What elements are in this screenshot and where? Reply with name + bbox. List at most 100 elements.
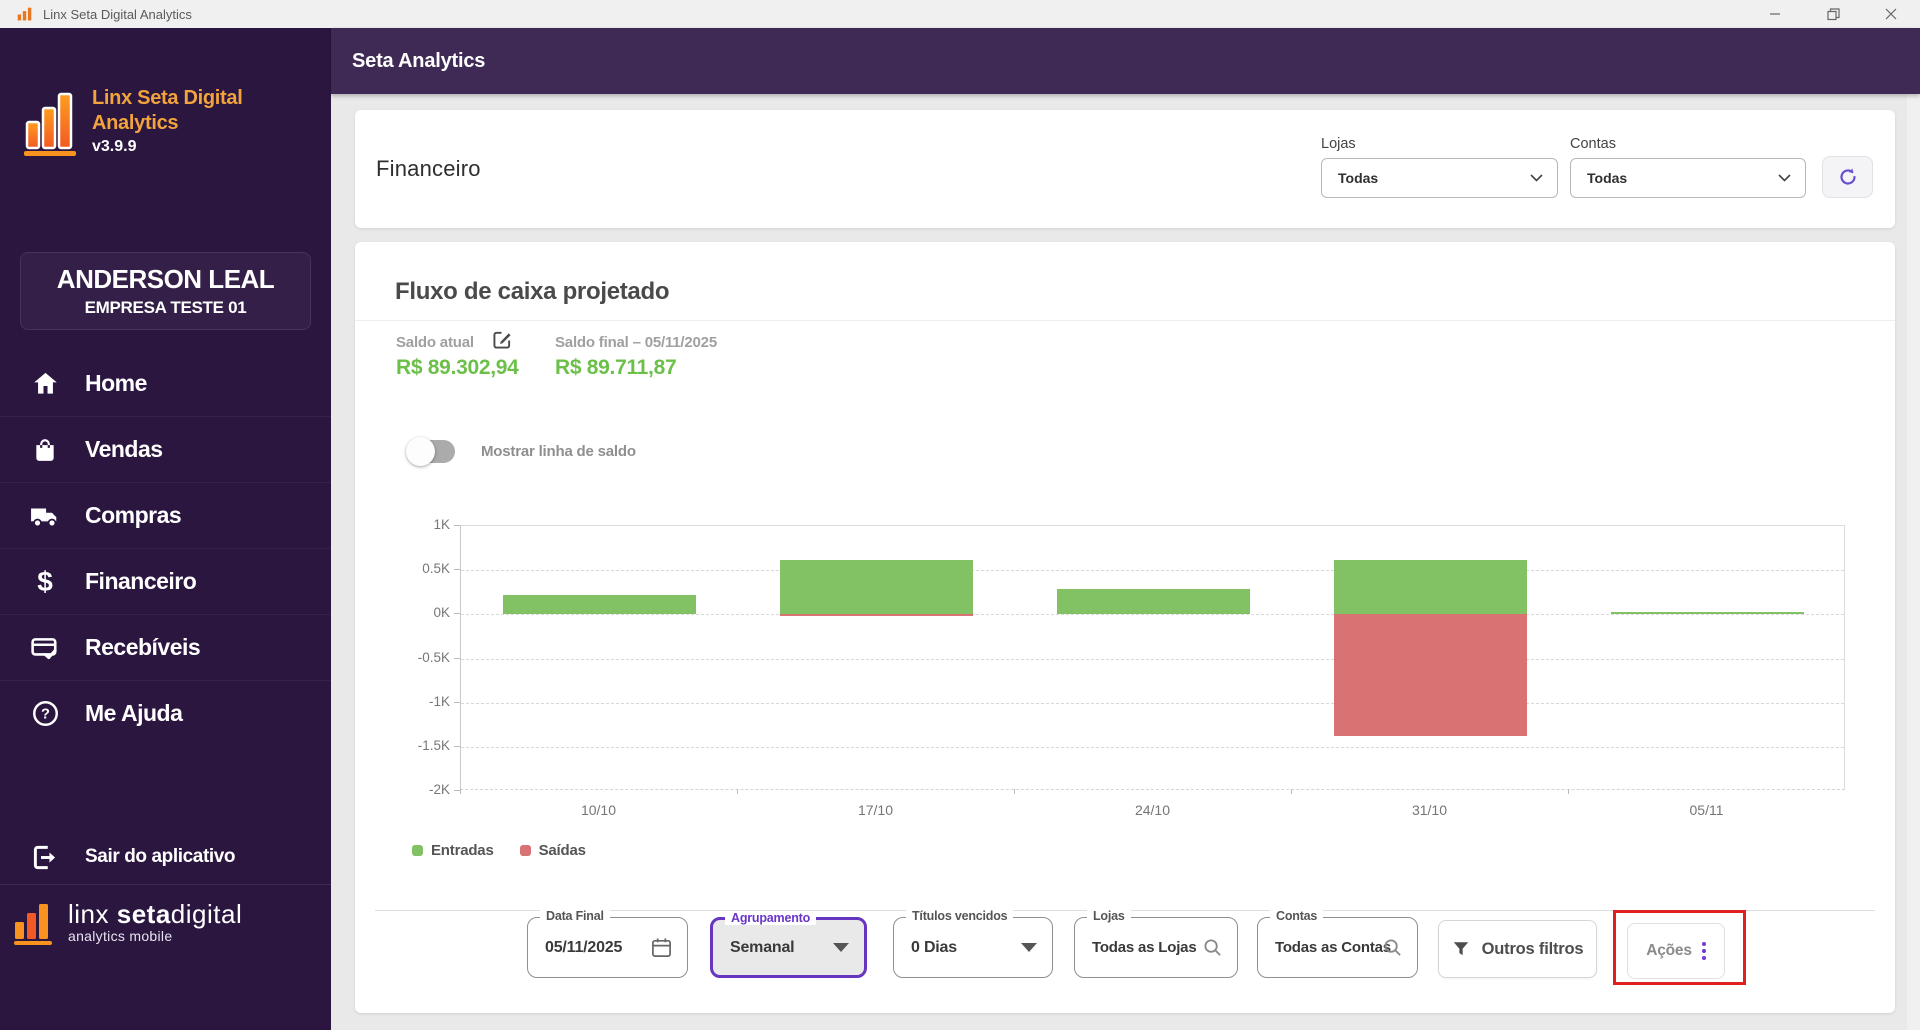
contas-filter-label: Contas <box>1270 909 1324 923</box>
x-tick-mark <box>1568 789 1569 794</box>
gridline <box>461 614 1844 616</box>
bar-entradas-17-10[interactable] <box>780 559 973 615</box>
user-company: EMPRESA TESTE 01 <box>84 298 247 317</box>
shopping-bag-icon <box>30 437 60 463</box>
user-box: ANDERSON LEAL EMPRESA TESTE 01 <box>20 252 311 330</box>
brand-version: v3.9.9 <box>92 138 137 155</box>
gridline <box>461 702 1844 704</box>
sidebar-item-financeiro[interactable]: $ Financeiro <box>0 548 331 614</box>
sidebar-item-label: Me Ajuda <box>85 700 183 726</box>
sidebar-item-label: Compras <box>85 502 182 528</box>
brand-bars-icon <box>24 92 76 156</box>
contas-filter-field[interactable]: Contas Todas as Contas <box>1257 909 1418 978</box>
dollar-icon: $ <box>37 565 53 597</box>
bar-entradas-10-10[interactable] <box>503 594 696 615</box>
x-tick-label: 10/10 <box>580 802 617 818</box>
footer-brand-text: linx setadigital <box>68 899 243 929</box>
titulos-vencidos-value: 0 Dias <box>911 938 957 956</box>
saldo-atual-value: R$ 89.302,94 <box>396 356 519 379</box>
y-tick-mark <box>454 657 460 659</box>
dropdown-arrow-icon <box>833 943 849 952</box>
legend-saidas-label: Saídas <box>538 842 586 859</box>
search-icon <box>1203 938 1222 957</box>
lojas-filter-field[interactable]: Lojas Todas as Lojas <box>1074 909 1238 978</box>
sidebar-item-me-ajuda[interactable]: ? Me Ajuda <box>0 680 331 746</box>
sidebar: Linx Seta Digital Analytics v3.9.9 ANDER… <box>0 28 331 1030</box>
contas-select[interactable]: Todas <box>1570 158 1806 198</box>
chevron-down-icon <box>1530 174 1543 182</box>
sidebar-item-home[interactable]: Home <box>0 350 331 416</box>
search-icon <box>1383 938 1402 957</box>
data-final-label: Data Final <box>540 909 610 923</box>
sidebar-item-label: Vendas <box>85 436 163 462</box>
saldo-line-toggle[interactable] <box>406 437 455 466</box>
y-tick-mark <box>454 613 460 615</box>
saldo-atual-label: Saldo atual <box>396 334 474 351</box>
bar-entradas-24-10[interactable] <box>1057 588 1250 615</box>
lojas-label: Lojas <box>1321 136 1356 152</box>
sidebar-item-recebiveis[interactable]: Recebíveis <box>0 614 331 680</box>
contas-filter-value: Todas as Contas <box>1275 939 1391 956</box>
chevron-down-icon <box>1778 174 1791 182</box>
gridline <box>461 746 1844 748</box>
footer-brand-subtitle: analytics mobile <box>68 928 173 944</box>
scrollbar-track[interactable] <box>1907 94 1920 1030</box>
minimize-button[interactable] <box>1746 0 1804 28</box>
brand-title-line2: Analytics <box>92 112 179 134</box>
refresh-button[interactable] <box>1822 156 1873 198</box>
y-tick-mark <box>454 569 460 571</box>
app-header: Seta Analytics <box>331 28 1920 94</box>
x-tick-mark <box>1291 789 1292 794</box>
data-final-field[interactable]: Data Final 05/11/2025 <box>527 909 688 978</box>
y-tick-label: 0.5K <box>422 561 450 577</box>
brand-title-line1: Linx Seta Digital <box>92 87 243 109</box>
y-tick-label: -2K <box>428 782 450 797</box>
y-tick-label: -1K <box>428 693 450 709</box>
legend-saidas: Saídas <box>519 842 586 859</box>
calendar-icon <box>651 937 672 958</box>
bar-entradas-05-11[interactable] <box>1611 611 1804 615</box>
cashflow-chart: 1K 0.5K 0K -0.5K -1K -1.5K -2K 10/10 17/10 24/10… <box>355 517 1895 855</box>
gridline <box>461 658 1844 660</box>
toggle-label: Mostrar linha de saldo <box>481 443 636 460</box>
card-check-icon <box>30 635 60 661</box>
cashflow-card: Fluxo de caixa projetado Saldo atual R$ … <box>355 242 1895 1013</box>
logout-button[interactable]: Sair do aplicativo <box>0 828 331 886</box>
legend-entradas-label: Entradas <box>431 842 494 859</box>
y-tick-label: -0.5K <box>417 649 450 665</box>
lojas-filter-value: Todas as Lojas <box>1092 939 1197 956</box>
x-tick-label: 17/10 <box>857 802 894 818</box>
footer-brand: linx setadigital analytics mobile <box>14 900 242 946</box>
y-tick-mark <box>454 525 460 526</box>
app-header-title: Seta Analytics <box>352 49 486 72</box>
logout-label: Sair do aplicativo <box>85 846 236 867</box>
bar-saídas-17-10[interactable] <box>780 614 973 617</box>
restore-button[interactable] <box>1804 0 1862 28</box>
window-title: Linx Seta Digital Analytics <box>43 6 192 22</box>
sidebar-item-label: Home <box>85 369 147 396</box>
titulos-vencidos-field[interactable]: Títulos vencidos 0 Dias <box>893 909 1053 978</box>
sidebar-item-compras[interactable]: Compras <box>0 482 331 548</box>
truck-icon <box>30 503 60 529</box>
lojas-select[interactable]: Todas <box>1321 158 1558 198</box>
bar-entradas-31-10[interactable] <box>1334 559 1527 615</box>
agrupamento-field[interactable]: Agrupamento Semanal <box>710 911 867 978</box>
close-button[interactable] <box>1862 0 1920 28</box>
os-titlebar: Linx Seta Digital Analytics <box>0 0 1920 28</box>
x-tick-label: 24/10 <box>1134 802 1171 818</box>
saldo-final-value: R$ 89.711,87 <box>555 356 677 379</box>
acoes-label: Ações <box>1646 942 1692 959</box>
bar-saídas-31-10[interactable] <box>1334 614 1527 737</box>
sidebar-item-label: Financeiro <box>85 568 197 594</box>
edit-saldo-icon[interactable] <box>493 330 512 354</box>
x-tick-mark <box>460 789 461 794</box>
sidebar-item-vendas[interactable]: Vendas <box>0 416 331 482</box>
legend-entradas: Entradas <box>412 842 494 859</box>
lojas-filter-label: Lojas <box>1087 909 1131 923</box>
help-circle-icon: ? <box>30 700 60 727</box>
outros-filtros-label: Outros filtros <box>1481 939 1584 958</box>
y-tick-label: -1.5K <box>417 737 450 753</box>
acoes-button[interactable]: Ações <box>1627 923 1725 979</box>
outros-filtros-button[interactable]: Outros filtros <box>1438 920 1597 978</box>
